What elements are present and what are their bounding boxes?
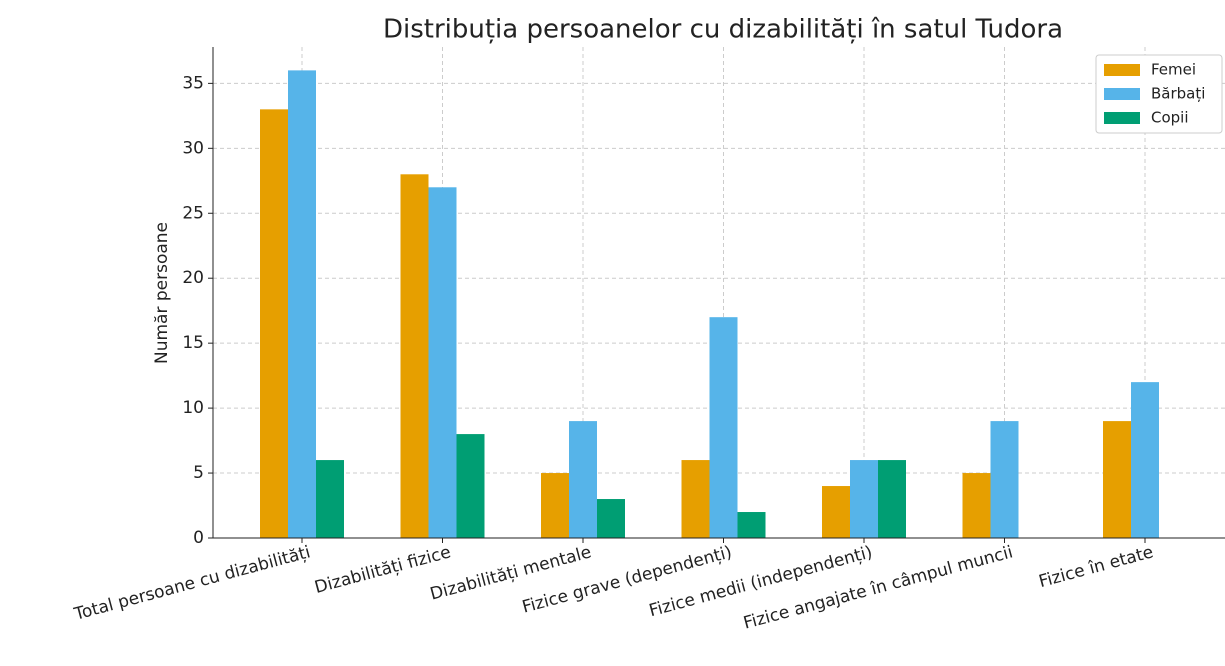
bar <box>541 473 569 538</box>
y-tick-label: 20 <box>182 268 204 288</box>
bar <box>822 486 850 538</box>
bar <box>597 499 625 538</box>
y-tick-label: 35 <box>182 73 204 93</box>
bar <box>850 460 878 538</box>
y-tick-label: 10 <box>182 398 204 418</box>
bar <box>316 460 344 538</box>
bar <box>878 460 906 538</box>
y-tick-label: 30 <box>182 138 204 158</box>
bar <box>962 473 991 538</box>
legend-swatch <box>1104 88 1140 100</box>
y-tick-label: 5 <box>193 463 204 483</box>
legend-swatch <box>1104 64 1140 76</box>
legend-label: Copii <box>1151 109 1189 127</box>
y-tick-label: 0 <box>193 528 204 548</box>
x-tick-label: Total persoane cu dizabilități <box>71 542 312 625</box>
y-axis-label: Număr persoane <box>152 222 172 364</box>
bar <box>400 174 429 538</box>
bar <box>1131 382 1159 538</box>
x-tick-label: Fizice în etate <box>1037 542 1156 592</box>
y-tick-label: 15 <box>182 333 204 353</box>
bar <box>1103 421 1131 538</box>
bar <box>681 460 710 538</box>
legend-label: Bărbați <box>1151 85 1205 103</box>
bar <box>990 421 1019 538</box>
bar <box>428 187 457 539</box>
chart-title: Distribuția persoanelor cu dizabilități … <box>383 15 1063 45</box>
bar <box>456 434 485 538</box>
legend-label: Femei <box>1151 61 1196 79</box>
bar <box>569 421 597 538</box>
bar <box>260 109 288 538</box>
y-tick-label: 25 <box>182 203 204 223</box>
bar <box>288 70 316 538</box>
bar <box>709 317 738 538</box>
bar <box>737 512 766 538</box>
x-tick-label: Fizice angajate în câmpul muncii <box>741 542 1015 633</box>
legend-swatch <box>1104 112 1140 124</box>
